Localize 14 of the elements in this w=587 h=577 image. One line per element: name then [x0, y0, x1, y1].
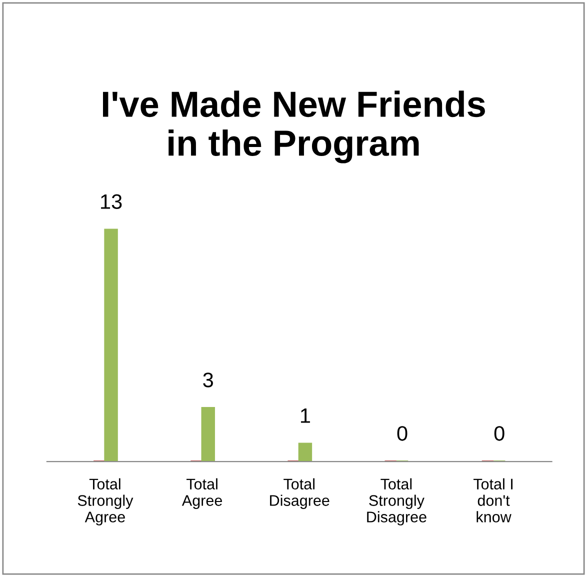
- bar: [104, 228, 118, 462]
- x-tick-label: Total Agree: [182, 478, 222, 509]
- bar: [298, 442, 312, 462]
- data-label: 3: [203, 372, 213, 388]
- data-label: 13: [101, 194, 122, 209]
- bar: [201, 407, 215, 462]
- data-label: 0: [397, 426, 408, 441]
- x-tick-label: Total Strongly Disagree: [367, 478, 426, 526]
- x-tick-label: Total I don't know: [474, 478, 512, 522]
- chart-title: I've Made New Friends in the Program: [102, 90, 485, 164]
- data-label: 0: [494, 426, 504, 441]
- x-tick-label: Total Disagree: [270, 478, 330, 509]
- x-tick-label: Total Strongly Agree: [78, 478, 134, 526]
- data-label: 1: [300, 408, 310, 423]
